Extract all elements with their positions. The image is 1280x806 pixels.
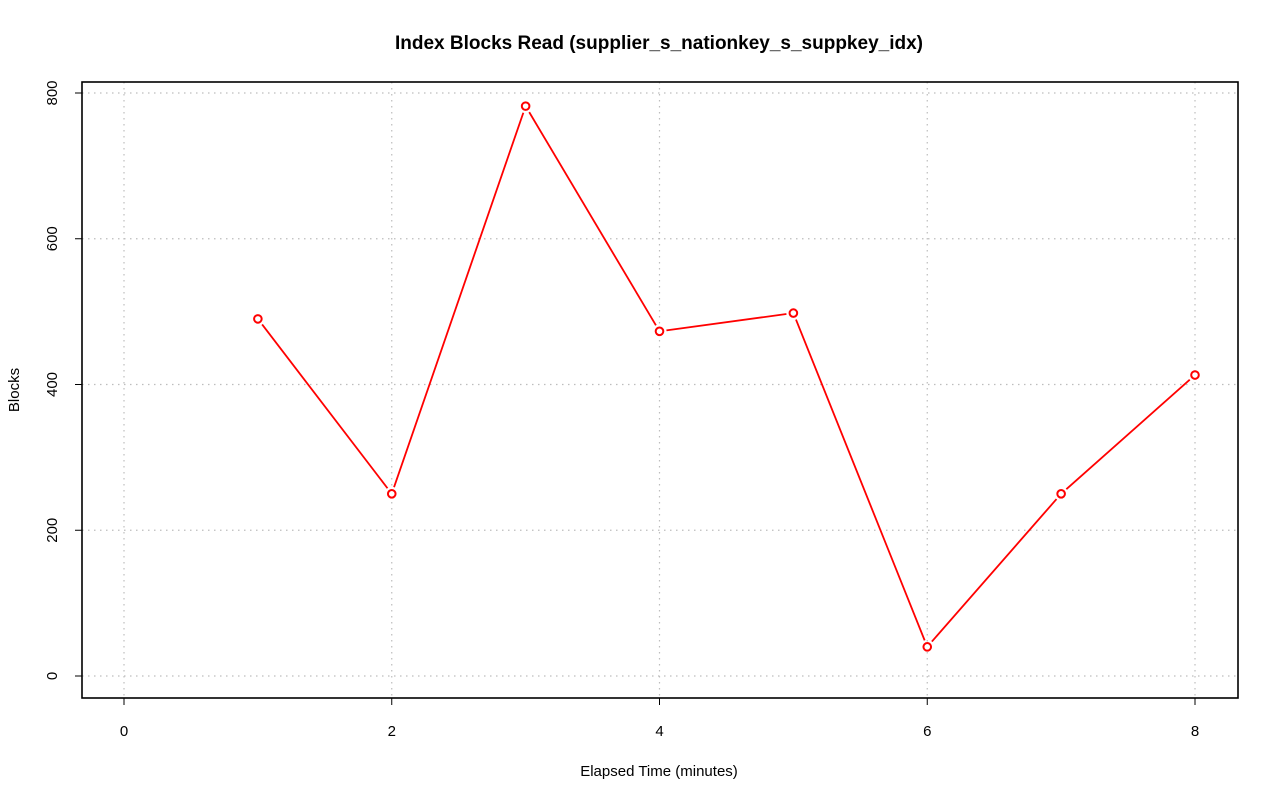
series-line-segment: [528, 111, 657, 326]
grid-lines: [82, 82, 1238, 698]
x-tick-label: 6: [923, 723, 931, 740]
x-tick-label: 4: [655, 723, 663, 740]
y-tick-label: 0: [44, 672, 61, 680]
x-tick-label: 8: [1191, 723, 1199, 740]
data-point: [788, 308, 799, 318]
data-point: [654, 326, 665, 337]
x-tick-label: 2: [388, 723, 396, 740]
chart-title: Index Blocks Read (supplier_s_nationkey_…: [395, 33, 923, 54]
data-point: [1056, 489, 1066, 499]
series-line-segment: [931, 498, 1058, 643]
x-tick-label: 0: [120, 723, 128, 740]
data-point: [386, 489, 397, 499]
data-point: [1190, 370, 1200, 380]
y-tick-label: 200: [44, 518, 61, 543]
y-tick-label: 600: [44, 226, 61, 251]
x-axis-label: Elapsed Time (minutes): [580, 763, 738, 780]
series-line-segment: [393, 112, 525, 488]
x-axis: 0 2 4 6 8: [120, 697, 1199, 740]
series-line-segment: [666, 313, 787, 332]
data-point: [922, 642, 933, 652]
data-point: [520, 101, 531, 111]
y-tick-label: 800: [44, 80, 61, 105]
data-point: [253, 314, 263, 324]
y-axis: 0 200 400 600 800: [44, 80, 83, 680]
plot-frame: [81, 81, 1239, 699]
series-layer: [253, 101, 1200, 652]
series-line-segment: [261, 323, 389, 489]
series-line-segment: [795, 319, 926, 641]
y-axis-label: Blocks: [6, 368, 23, 412]
series-line-segment: [1065, 378, 1191, 490]
data-series: [253, 101, 1200, 652]
y-tick-label: 400: [44, 372, 61, 397]
